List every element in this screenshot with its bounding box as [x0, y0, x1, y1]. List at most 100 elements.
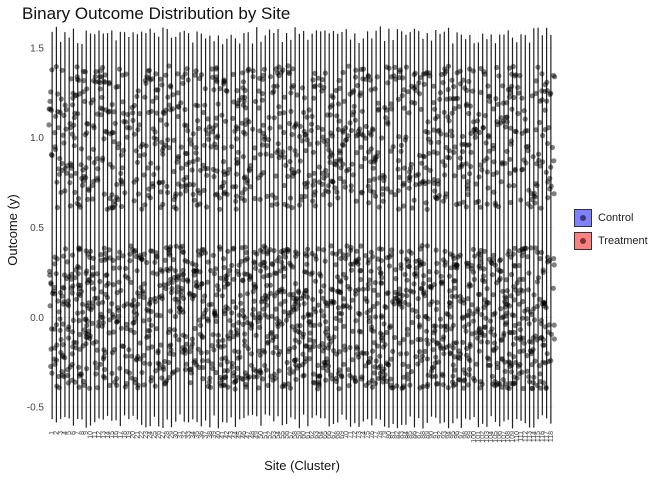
- data-point-outcome-0: [383, 342, 388, 347]
- data-point-outcome-1: [153, 71, 158, 76]
- data-point-outcome-0: [509, 272, 514, 277]
- data-point-outcome-0: [377, 266, 382, 271]
- data-point-outcome-1: [101, 79, 106, 84]
- data-point-outcome-1: [334, 113, 339, 118]
- data-point-outcome-1: [466, 179, 471, 184]
- data-point-outcome-0: [532, 317, 537, 322]
- data-point-outcome-0: [379, 247, 384, 252]
- data-point-outcome-1: [321, 85, 326, 90]
- data-point-outcome-1: [159, 82, 164, 87]
- data-point-outcome-1: [285, 174, 290, 179]
- data-point-outcome-1: [466, 111, 471, 116]
- data-point-outcome-0: [244, 384, 249, 389]
- data-point-outcome-0: [242, 331, 247, 336]
- data-point-outcome-1: [438, 90, 443, 95]
- data-point-outcome-1: [366, 200, 371, 205]
- data-point-outcome-1: [388, 149, 393, 154]
- data-point-outcome-0: [536, 275, 541, 280]
- data-point-outcome-1: [196, 126, 201, 131]
- data-point-outcome-1: [442, 172, 447, 177]
- data-point-outcome-0: [381, 367, 386, 372]
- data-point-outcome-1: [72, 143, 77, 148]
- data-point-outcome-1: [182, 107, 187, 112]
- data-point-outcome-0: [444, 311, 449, 316]
- data-point-outcome-0: [183, 351, 188, 356]
- data-point-outcome-1: [248, 163, 253, 168]
- data-point-outcome-0: [541, 337, 546, 342]
- data-point-outcome-1: [277, 73, 282, 78]
- data-point-outcome-1: [98, 86, 103, 91]
- data-point-outcome-1: [496, 102, 501, 107]
- data-point-outcome-1: [459, 142, 464, 147]
- data-point-outcome-0: [168, 309, 173, 314]
- data-point-outcome-0: [323, 378, 328, 383]
- data-point-outcome-1: [299, 198, 304, 203]
- data-point-outcome-0: [329, 243, 334, 248]
- y-tick-label: 1.0: [30, 133, 44, 144]
- data-point-outcome-1: [326, 183, 331, 188]
- data-point-outcome-0: [507, 352, 512, 357]
- data-point-outcome-0: [491, 253, 496, 258]
- data-point-outcome-0: [517, 263, 522, 268]
- data-point-outcome-0: [366, 282, 371, 287]
- data-point-outcome-1: [392, 65, 397, 70]
- data-point-outcome-0: [227, 318, 232, 323]
- data-point-outcome-1: [328, 202, 333, 207]
- data-point-outcome-0: [66, 327, 71, 332]
- data-point-outcome-1: [399, 143, 404, 148]
- data-point-outcome-0: [466, 322, 471, 327]
- data-point-outcome-1: [516, 90, 521, 95]
- data-point-outcome-1: [171, 169, 176, 174]
- data-point-outcome-1: [327, 155, 332, 160]
- data-point-outcome-1: [532, 200, 537, 205]
- legend-item-treatment: Treatment: [574, 229, 648, 252]
- data-point-outcome-0: [107, 383, 112, 388]
- data-point-outcome-0: [433, 323, 438, 328]
- data-point-outcome-1: [437, 193, 442, 198]
- data-point-outcome-1: [276, 148, 281, 153]
- data-point-outcome-0: [350, 329, 355, 334]
- data-point-outcome-1: [135, 127, 140, 132]
- data-point-outcome-0: [503, 322, 508, 327]
- data-point-outcome-1: [396, 97, 401, 102]
- data-point-outcome-1: [310, 198, 315, 203]
- data-point-outcome-0: [229, 310, 234, 315]
- data-point-outcome-0: [339, 373, 344, 378]
- data-point-outcome-1: [315, 141, 320, 146]
- data-point-outcome-1: [370, 126, 375, 131]
- data-point-outcome-0: [106, 281, 111, 286]
- data-point-outcome-0: [512, 380, 517, 385]
- data-point-outcome-1: [218, 86, 223, 91]
- data-point-outcome-0: [230, 361, 235, 366]
- data-point-outcome-0: [350, 298, 355, 303]
- data-point-outcome-1: [264, 152, 269, 157]
- data-point-outcome-1: [121, 148, 126, 153]
- data-point-outcome-0: [477, 349, 482, 354]
- data-point-outcome-0: [503, 314, 508, 319]
- data-point-outcome-1: [350, 162, 355, 167]
- data-point-outcome-0: [321, 283, 326, 288]
- data-point-outcome-1: [53, 147, 58, 152]
- data-point-outcome-1: [68, 203, 73, 208]
- data-point-outcome-1: [307, 107, 312, 112]
- data-point-outcome-1: [432, 107, 437, 112]
- data-point-outcome-0: [251, 307, 256, 312]
- data-point-outcome-1: [252, 196, 257, 201]
- data-point-outcome-1: [72, 135, 77, 140]
- data-point-outcome-1: [179, 145, 184, 150]
- data-point-outcome-0: [57, 309, 62, 314]
- data-point-outcome-1: [293, 123, 298, 128]
- data-point-outcome-1: [84, 121, 89, 126]
- data-point-outcome-1: [98, 68, 103, 73]
- data-point-outcome-1: [274, 202, 279, 207]
- data-point-outcome-0: [55, 298, 60, 303]
- data-point-outcome-1: [519, 167, 524, 172]
- data-point-outcome-0: [324, 356, 329, 361]
- data-point-outcome-0: [397, 286, 402, 291]
- data-point-outcome-1: [379, 135, 384, 140]
- data-point-outcome-1: [371, 166, 376, 171]
- data-point-outcome-1: [507, 171, 512, 176]
- data-point-outcome-0: [448, 314, 453, 319]
- data-point-outcome-1: [63, 127, 68, 132]
- data-point-outcome-1: [552, 191, 557, 196]
